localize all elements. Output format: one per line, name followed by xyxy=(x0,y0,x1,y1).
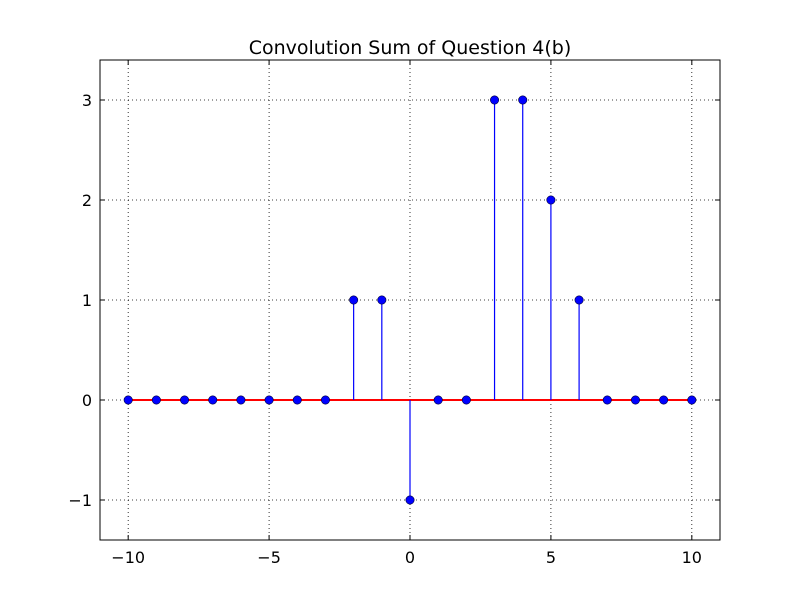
stem-marker xyxy=(574,295,584,305)
y-tick-label: 0 xyxy=(82,391,92,410)
x-tick-labels: −10 −5 0 5 10 xyxy=(111,548,702,567)
stem-marker xyxy=(349,295,359,305)
stem-marker xyxy=(405,495,415,505)
stem-marker xyxy=(461,395,471,405)
stem-marker xyxy=(687,395,697,405)
stem-marker xyxy=(490,95,500,105)
y-tick-label: 1 xyxy=(82,291,92,310)
x-tick-label: −5 xyxy=(257,548,281,567)
stem-marker xyxy=(320,395,330,405)
x-tick-label: 0 xyxy=(405,548,415,567)
stem-marker xyxy=(236,395,246,405)
x-tick-label: 5 xyxy=(546,548,556,567)
chart-title: Convolution Sum of Question 4(b) xyxy=(249,37,572,59)
stem-marker xyxy=(151,395,161,405)
stem-marker xyxy=(433,395,443,405)
stem-marker xyxy=(518,95,528,105)
marker-layer xyxy=(123,95,697,505)
stem-marker xyxy=(123,395,133,405)
stem-marker xyxy=(546,195,556,205)
stem-marker xyxy=(208,395,218,405)
stem-layer xyxy=(353,100,580,500)
stem-marker xyxy=(264,395,274,405)
y-tick-label: −1 xyxy=(68,491,92,510)
stem-marker xyxy=(630,395,640,405)
x-tick-label: 10 xyxy=(682,548,702,567)
stem-marker xyxy=(659,395,669,405)
x-tick-label: −10 xyxy=(111,548,145,567)
stem-marker xyxy=(180,395,190,405)
stem-marker xyxy=(602,395,612,405)
y-tick-label: 3 xyxy=(82,91,92,110)
tick-marks xyxy=(100,60,720,540)
stem-marker xyxy=(377,295,387,305)
stem-marker xyxy=(292,395,302,405)
y-tick-labels: −1 0 1 2 3 xyxy=(68,91,92,510)
y-tick-label: 2 xyxy=(82,191,92,210)
